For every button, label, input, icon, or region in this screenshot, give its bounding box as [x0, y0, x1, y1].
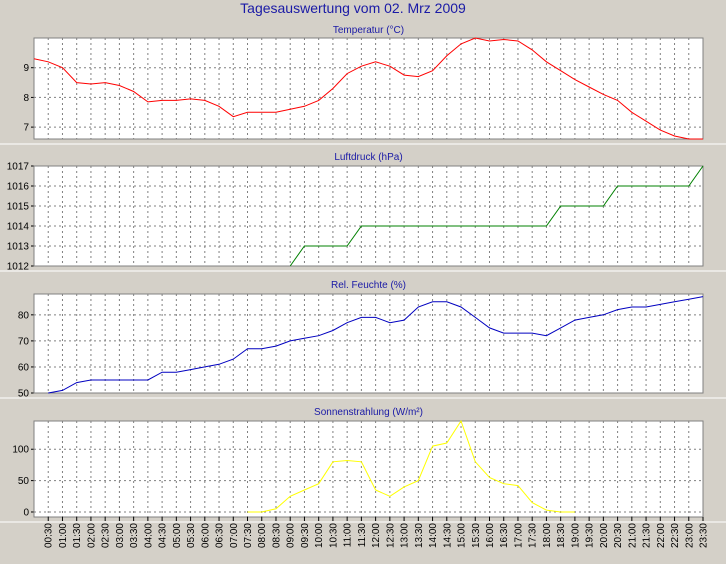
- xtick-label: 07:00: [229, 523, 240, 548]
- pressure-ytick-label: 1012: [7, 262, 30, 273]
- xtick-label: 06:00: [200, 523, 211, 548]
- xtick-label: 02:30: [101, 523, 112, 548]
- pressure-title: Luftdruck (hPa): [334, 152, 402, 163]
- humidity-ytick-label: 60: [18, 362, 30, 373]
- humidity-ytick-label: 70: [18, 336, 30, 347]
- temperature-ytick-label: 7: [23, 123, 29, 134]
- humidity-title: Rel. Feuchte (%): [331, 280, 406, 291]
- solar-ytick-label: 100: [12, 445, 29, 456]
- temperature-title: Temperatur (°C): [333, 25, 404, 36]
- xtick-label: 19:30: [585, 523, 596, 548]
- xtick-label: 02:00: [86, 523, 97, 548]
- xtick-label: 06:30: [215, 523, 226, 548]
- xtick-label: 15:30: [471, 523, 482, 548]
- pressure-plot-area: [34, 166, 703, 266]
- xtick-label: 16:00: [485, 523, 496, 548]
- xtick-label: 14:00: [428, 523, 439, 548]
- xtick-label: 01:30: [72, 523, 83, 548]
- xtick-label: 04:00: [143, 523, 154, 548]
- solar-line: [247, 419, 575, 513]
- xtick-label: 09:00: [286, 523, 297, 548]
- pressure-line: [289, 165, 704, 267]
- xtick-label: 21:00: [627, 523, 638, 548]
- xtick-label: 22:00: [656, 523, 667, 548]
- xtick-label: 05:30: [186, 523, 197, 548]
- pressure-ytick-label: 1014: [7, 222, 30, 233]
- xtick-label: 01:00: [58, 523, 69, 548]
- solar-ytick-label: 0: [23, 507, 29, 518]
- humidity-ytick-label: 80: [18, 310, 30, 321]
- temperature-line: [33, 37, 703, 140]
- solar-plot-area: [34, 421, 703, 517]
- xtick-label: 03:00: [115, 523, 126, 548]
- pressure-ytick-label: 1016: [7, 182, 30, 193]
- humidity-plot-area: [34, 294, 703, 393]
- xtick-label: 14:30: [442, 523, 453, 548]
- xtick-label: 08:00: [257, 523, 268, 548]
- xtick-label: 11:00: [343, 523, 354, 548]
- solar-title: Sonnenstrahlung (W/m²): [314, 407, 423, 418]
- temperature-ytick-label: 8: [23, 93, 29, 104]
- xtick-label: 23:30: [699, 523, 710, 548]
- humidity-frame: [33, 293, 704, 394]
- pressure-ytick-label: 1013: [7, 242, 30, 253]
- pressure-chart: Luftdruck (hPa) 1012 1013 1014 1015 1016 1017: [0, 152, 726, 273]
- xtick-label: 16:30: [499, 523, 510, 548]
- xtick-label: 19:00: [570, 523, 581, 548]
- xtick-label: 20:30: [613, 523, 624, 548]
- temperature-ytick-label: 9: [23, 63, 29, 74]
- pressure-frame: [33, 165, 704, 267]
- temperature-chart: Temperatur (°C) 7 8 9: [0, 25, 726, 145]
- xtick-label: 12:30: [385, 523, 396, 548]
- xtick-label: 21:30: [642, 523, 653, 548]
- xtick-label: 23:00: [684, 523, 695, 548]
- xtick-label: 22:30: [670, 523, 681, 548]
- xtick-label: 18:30: [556, 523, 567, 548]
- xtick-label: 04:30: [158, 523, 169, 548]
- xtick-label: 17:00: [513, 523, 524, 548]
- xtick-label: 18:00: [542, 523, 553, 548]
- pressure-ytick-label: 1015: [7, 202, 30, 213]
- xtick-label: 13:30: [414, 523, 425, 548]
- xtick-label: 08:30: [271, 523, 282, 548]
- temperature-plot-area: [34, 38, 703, 139]
- xtick-label: 12:00: [371, 523, 382, 548]
- xtick-label: 20:00: [599, 523, 610, 548]
- xtick-label: 10:30: [328, 523, 339, 548]
- xtick-label: 00:30: [44, 523, 55, 548]
- humidity-chart: Rel. Feuchte (%) 50 60 70 80: [0, 280, 726, 400]
- dashboard-title: Tagesauswertung vom 02. Mrz 2009: [240, 0, 466, 16]
- humidity-line: [48, 296, 704, 394]
- xtick-label: 15:00: [457, 523, 468, 548]
- xtick-label: 05:00: [172, 523, 183, 548]
- xtick-label: 03:30: [129, 523, 140, 548]
- solar-frame: [33, 420, 704, 518]
- xtick-label: 07:30: [243, 523, 254, 548]
- solar-ytick-label: 50: [18, 476, 30, 487]
- humidity-ytick-label: 50: [18, 389, 30, 400]
- pressure-ytick-label: 1017: [7, 162, 30, 173]
- solar-chart: Sonnenstrahlung (W/m²) 0 50 100: [0, 407, 726, 523]
- xtick-label: 10:00: [314, 523, 325, 548]
- xtick-label: 17:30: [528, 523, 539, 548]
- xtick-label: 09:30: [300, 523, 311, 548]
- temperature-frame: [33, 37, 704, 140]
- xtick-label: 11:30: [357, 523, 368, 548]
- xtick-label: 13:00: [400, 523, 411, 548]
